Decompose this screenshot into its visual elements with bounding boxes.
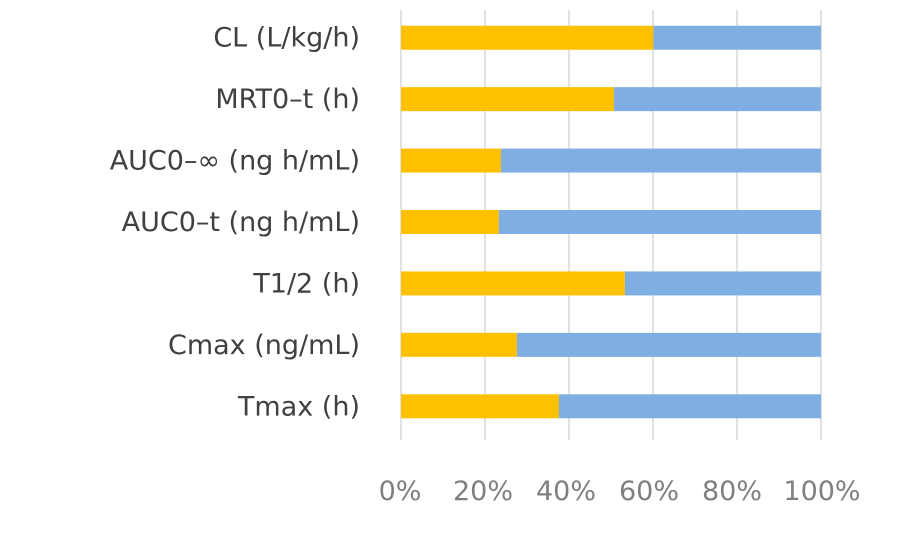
x-tick-label: 60% [619, 476, 679, 507]
bar-segment-series-1 [401, 87, 614, 112]
category-label: AUC0–t (ng h/mL) [122, 207, 360, 238]
bar-segment-series-2 [500, 148, 821, 173]
bar-segment-series-1 [401, 332, 517, 357]
bar-segment-series-2 [516, 332, 821, 357]
category-labels: Tmax (h) Cmax (ng/mL) T1/2 (h) AUC0–t (ng h… [110, 23, 360, 423]
x-tick-label: 40% [536, 476, 596, 507]
bar-segment-series-1 [401, 210, 499, 234]
bar-segment-series-2 [558, 394, 821, 419]
bar-segment-series-2 [498, 210, 821, 234]
bar-segment-series-2 [613, 87, 821, 112]
category-label: Tmax (h) [237, 391, 360, 422]
bars [401, 25, 821, 419]
category-label: T1/2 (h) [252, 268, 360, 299]
x-axis-tick-labels: 0% 20% 40% 60% 80% 100% [379, 476, 861, 507]
bar-segment-series-1 [401, 394, 559, 419]
x-tick-label: 100% [783, 476, 860, 507]
category-label: AUC0–∞ (ng h/mL) [110, 146, 360, 177]
bar-segment-series-2 [624, 271, 821, 296]
bar-segment-series-1 [401, 148, 501, 173]
x-tick-label: 0% [379, 476, 422, 507]
x-tick-label: 80% [702, 476, 762, 507]
bar-segment-series-2 [653, 25, 821, 50]
category-label: Cmax (ng/mL) [168, 330, 360, 361]
category-label: CL (L/kg/h) [213, 23, 360, 54]
category-label: MRT0–t (h) [215, 84, 360, 115]
bar-segment-series-1 [401, 25, 654, 50]
x-tick-label: 20% [453, 476, 513, 507]
bar-segment-series-1 [401, 271, 625, 296]
